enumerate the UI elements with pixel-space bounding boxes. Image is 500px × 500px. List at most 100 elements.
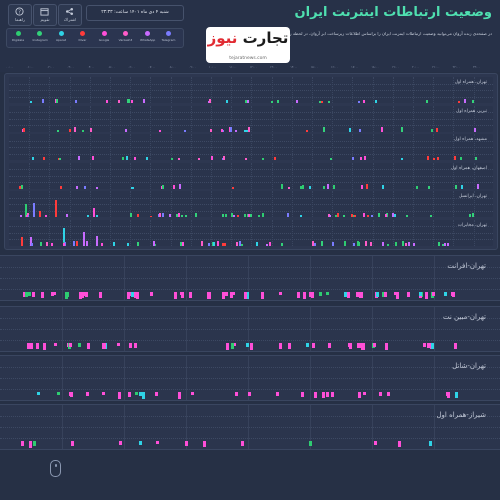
incident-mark: [134, 343, 138, 349]
incident-mark: [269, 241, 272, 246]
incident-mark: [78, 292, 82, 299]
incident-mark: [355, 292, 359, 297]
region-label: تبریز، همراه اول: [456, 108, 487, 114]
legend-dot-icon: [166, 31, 171, 36]
incident-mark: [27, 214, 30, 217]
incident-mark: [182, 242, 185, 246]
hour-tick: ۰۰:۰۰: [6, 65, 14, 69]
incident-mark: [360, 185, 363, 189]
legend-label: Instagram: [32, 38, 48, 42]
incident-mark: [155, 441, 159, 445]
incident-mark: [444, 242, 447, 246]
region-label: تهران، مخابرات: [457, 222, 487, 228]
tejaratnews-logo: تجارت نیوز tejaratnews.com: [206, 27, 290, 63]
page-description: در صفحه‌ی زنده آروان می‌توانید وضعیت ارت…: [274, 31, 492, 36]
incident-mark: [76, 241, 79, 246]
incident-mark: [232, 292, 236, 296]
incident-mark: [454, 156, 457, 160]
hour-tick: ۰۹:۰۰: [188, 65, 197, 69]
incident-mark: [121, 157, 124, 160]
legend-item-telegram[interactable]: Telegram: [162, 31, 176, 42]
incident-mark: [451, 292, 455, 297]
incident-mark: [460, 156, 463, 160]
incident-mark: [106, 100, 108, 103]
incident-mark: [175, 214, 178, 217]
incident-mark: [38, 211, 41, 217]
incident-mark: [213, 242, 216, 246]
incident-mark: [51, 292, 55, 296]
legend-item-digikala[interactable]: Digikala: [11, 31, 25, 42]
incident-mark: [142, 392, 146, 399]
incident-mark: [101, 242, 104, 246]
incident-mark: [346, 292, 350, 298]
incident-mark: [360, 157, 363, 160]
incident-mark: [353, 215, 356, 217]
incident-mark: [118, 392, 122, 399]
incident-mark: [20, 185, 23, 189]
incident-mark: [68, 343, 72, 348]
legend-dot-icon: [58, 31, 64, 36]
incident-mark: [401, 127, 404, 132]
incident-mark: [29, 441, 33, 448]
incident-mark: [419, 292, 423, 296]
incident-mark: [365, 184, 368, 189]
incident-mark: [168, 214, 171, 217]
incident-mark: [229, 127, 232, 132]
legend-item-instagram[interactable]: Instagram: [32, 31, 48, 42]
incident-mark: [241, 441, 245, 447]
incident-mark: [261, 157, 264, 160]
incident-mark: [454, 392, 458, 398]
region-label: تهران، همراه اول: [454, 80, 487, 85]
incident-mark: [407, 241, 410, 246]
legend-item-google[interactable]: Google: [97, 31, 111, 42]
incident-mark: [31, 243, 34, 246]
incident-mark: [382, 184, 385, 189]
incident-mark: [179, 242, 182, 246]
incident-mark: [21, 441, 25, 446]
legend-label: Google: [98, 38, 110, 42]
logo-wordmark: تجارت نیوز: [206, 29, 290, 47]
incident-mark: [128, 343, 132, 348]
incident-mark: [384, 292, 388, 298]
incident-mark: [275, 392, 279, 396]
incident-mark: [231, 186, 234, 189]
incident-mark: [319, 101, 322, 103]
incident-mark: [385, 213, 388, 217]
share-label: اشتراک: [63, 17, 77, 22]
incident-mark: [96, 235, 99, 246]
legend-item-divar[interactable]: Divar: [76, 31, 90, 42]
incident-mark: [45, 241, 48, 246]
incident-mark: [149, 215, 152, 217]
incident-mark: [244, 292, 248, 299]
incident-mark: [231, 343, 235, 349]
incident-mark: [464, 98, 467, 103]
incident-mark: [386, 212, 389, 217]
incident-mark: [32, 203, 35, 217]
incident-mark: [53, 343, 57, 347]
incident-mark: [435, 128, 438, 132]
incident-mark: [322, 392, 326, 398]
incident-mark: [246, 343, 250, 347]
incident-mark: [377, 213, 380, 217]
legend-item-whatsapp[interactable]: WhatsApp: [140, 31, 155, 42]
isp-row: تهران-شاتل: [0, 355, 500, 401]
hour-tick: ۰۴:۰۰: [87, 65, 95, 69]
help-button[interactable]: ? راهنما: [8, 4, 32, 26]
incident-mark: [64, 241, 67, 246]
incident-mark: [455, 185, 458, 189]
share-button[interactable]: اشتراک: [58, 4, 82, 26]
incident-mark: [66, 292, 70, 297]
incident-mark: [305, 343, 309, 347]
incident-mark: [224, 214, 227, 217]
incident-mark: [347, 343, 351, 347]
legend-item-aparat[interactable]: Aparat: [54, 31, 68, 42]
hour-tick: ۲۱:۰۰: [432, 65, 440, 69]
incident-mark: [90, 127, 93, 132]
legend-item-varzesh3[interactable]: Varzesh3: [119, 31, 133, 42]
incident-mark: [56, 392, 60, 396]
calendar-button[interactable]: تقویم: [33, 4, 57, 26]
incident-mark: [318, 292, 322, 297]
incident-mark: [247, 100, 250, 103]
incident-mark: [184, 441, 188, 447]
incident-mark: [19, 214, 22, 217]
